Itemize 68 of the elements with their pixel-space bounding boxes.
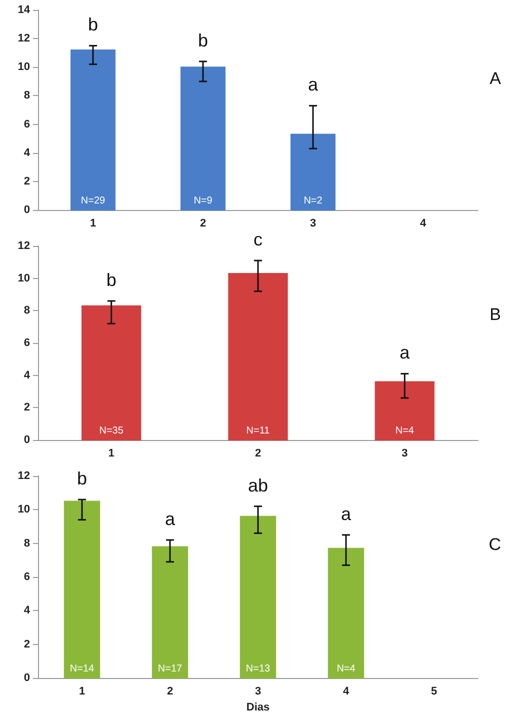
annotation: N=4 xyxy=(336,664,356,674)
y-tick-label: 8 xyxy=(24,90,30,102)
x-tick-label: 5 xyxy=(430,686,438,698)
annotation: N=4 xyxy=(395,426,414,436)
y-tick-label: 0 xyxy=(24,672,30,684)
annotation: a xyxy=(340,504,352,524)
y-tick-label: 6 xyxy=(24,571,30,583)
bar xyxy=(64,500,100,678)
y-tick-label: 8 xyxy=(24,304,30,317)
annotation: b xyxy=(198,30,208,50)
y-tick-label: 4 xyxy=(24,604,31,617)
annotation: a xyxy=(164,508,176,529)
annotation: c xyxy=(254,230,262,250)
x-tick-label: 1 xyxy=(108,448,114,460)
annotation: N=29 xyxy=(80,196,106,206)
y-tick-label: 10 xyxy=(18,504,30,516)
annotation: N=11 xyxy=(246,426,270,436)
annotation: N=9 xyxy=(194,196,213,206)
y-tick-label: 0 xyxy=(24,204,30,216)
x-tick-label: 2 xyxy=(166,686,174,698)
y-tick-label: 2 xyxy=(24,638,30,650)
x-tick-label: 3 xyxy=(402,448,408,460)
bar xyxy=(228,272,288,440)
y-tick-label: 6 xyxy=(24,118,30,130)
y-tick-label: 2 xyxy=(24,175,30,188)
bar xyxy=(290,134,336,210)
bar xyxy=(328,548,364,678)
bar xyxy=(152,546,188,678)
annotation: N=35 xyxy=(99,426,124,436)
y-tick-label: 4 xyxy=(24,146,31,159)
x-tick-label: 4 xyxy=(342,686,350,698)
text: A xyxy=(490,69,502,88)
x-tick-label: 1 xyxy=(78,686,86,698)
bar xyxy=(70,50,116,210)
text: B xyxy=(490,305,502,324)
annotation: a xyxy=(400,342,411,363)
x-tick-label: 3 xyxy=(310,218,316,230)
y-tick-label: 12 xyxy=(18,240,30,252)
annotation: b xyxy=(106,270,116,290)
bar xyxy=(180,66,226,210)
x-tick-label: 4 xyxy=(420,218,427,230)
y-tick-label: 12 xyxy=(18,32,30,45)
y-tick-label: 0 xyxy=(24,434,30,446)
text: C xyxy=(488,535,502,554)
annotation: b xyxy=(76,468,88,489)
annotation: ab xyxy=(248,475,268,496)
bar xyxy=(240,516,276,678)
y-tick-label: 8 xyxy=(24,537,30,550)
x-tick-label: 2 xyxy=(254,448,262,460)
y-tick-label: 12 xyxy=(18,470,30,482)
annotation: N=17 xyxy=(158,664,183,674)
y-tick-label: 14 xyxy=(18,4,31,16)
x-tick-label: 3 xyxy=(254,686,262,698)
annotation: N=13 xyxy=(246,664,271,674)
y-tick-label: 4 xyxy=(24,369,31,382)
annotation: N=2 xyxy=(304,196,323,206)
y-tick-label: 10 xyxy=(18,61,30,74)
y-tick-label: 2 xyxy=(24,402,30,414)
x-axis-title: Dias xyxy=(246,702,270,714)
x-tick-label: 2 xyxy=(200,218,206,230)
y-tick-label: 10 xyxy=(18,272,30,284)
annotation: a xyxy=(308,74,319,95)
y-tick-label: 6 xyxy=(24,337,30,349)
annotation: N=14 xyxy=(70,664,95,674)
x-tick-label: 1 xyxy=(90,218,96,230)
annotation: b xyxy=(88,14,98,35)
bar xyxy=(82,305,142,440)
bar xyxy=(374,381,434,440)
